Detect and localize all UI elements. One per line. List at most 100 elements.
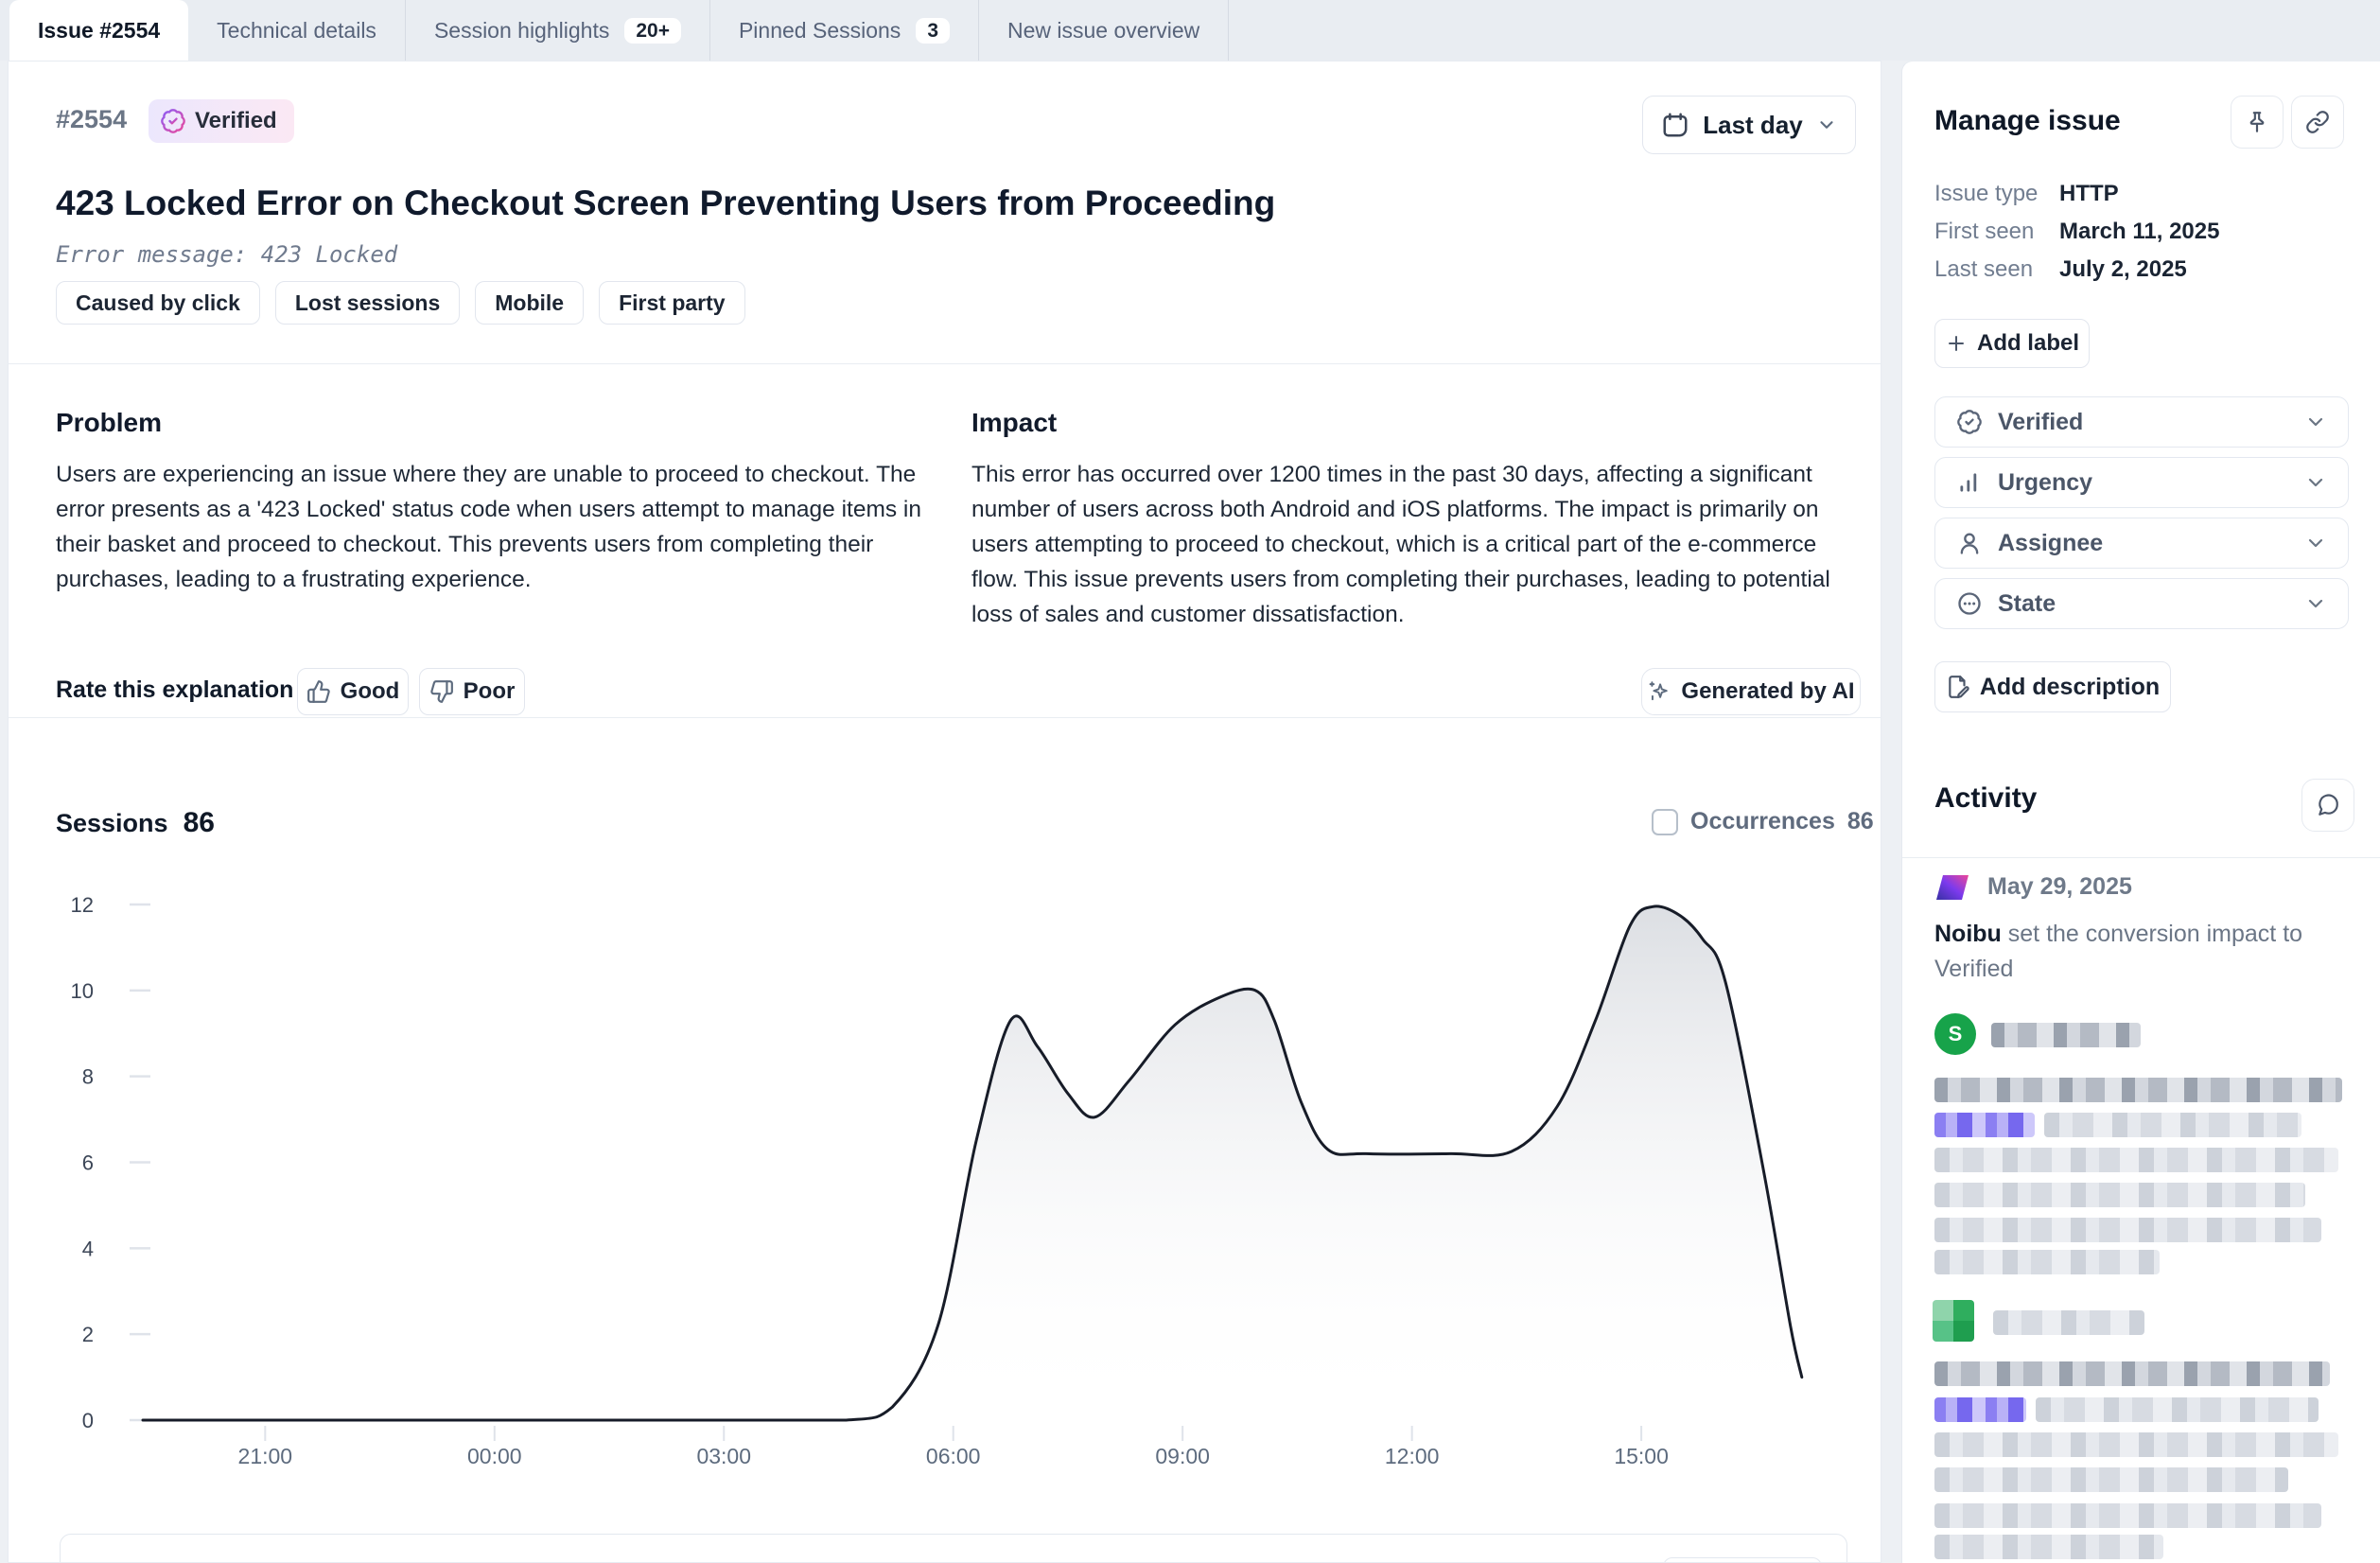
thumbs-down-icon [429,680,453,703]
svg-text:03:00: 03:00 [696,1444,751,1467]
copy-link-button[interactable] [2291,96,2344,149]
add-label-button[interactable]: Add label [1934,319,2090,368]
chevron-down-icon [2308,538,2323,548]
tab-issue[interactable]: Issue #2554 [9,0,189,61]
activity-event-actor: Noibu [1934,921,2002,947]
generated-by-ai-badge: Generated by AI [1641,668,1861,715]
chevron-down-icon [1820,121,1833,129]
conversion-impact-select[interactable]: Verified [1934,396,2349,448]
tab-technical-details[interactable]: Technical details [188,0,406,61]
svg-text:12: 12 [71,893,94,917]
svg-text:15:00: 15:00 [1614,1444,1669,1467]
svg-text:09:00: 09:00 [1155,1444,1210,1467]
sessions-label: Sessions [56,809,168,837]
svg-text:12:00: 12:00 [1385,1444,1440,1467]
redacted-comment-line [1934,1078,2351,1102]
file-pen-icon [1949,676,1969,698]
redacted-commenter-name [1993,1310,2144,1335]
section-divider [9,717,1881,718]
redacted-commenter-name [1991,1023,2141,1047]
next-section-button[interactable] [1663,1557,1822,1562]
svg-text:6: 6 [82,1151,94,1175]
chat-bubble-icon [2319,794,2338,816]
sessions-count: 86 [183,807,215,838]
rate-explanation-label: Rate this explanation [56,676,294,703]
error-message: Error message: 423 Locked [56,241,398,268]
pin-icon [2249,112,2265,132]
tag-first-party: First party [599,281,745,325]
svg-text:8: 8 [82,1065,94,1089]
add-comment-button[interactable] [2301,779,2354,832]
state-value: State [1998,589,2056,617]
redacted-comment-line [1934,1183,2351,1207]
badge-check-icon [1957,410,1982,434]
redacted-comment-line [1934,1218,2351,1242]
next-section-card [60,1534,1847,1562]
tag-caused-by-click: Caused by click [56,281,260,325]
first-seen-label: First seen [1934,219,2035,244]
time-range-dropdown[interactable]: Last day [1642,96,1856,154]
state-select[interactable]: State [1934,578,2349,629]
svg-text:2: 2 [82,1323,94,1346]
noibu-logo-icon [1936,875,1969,900]
verified-status-label: Verified [195,108,277,133]
tab-pinned-sessions-label: Pinned Sessions [738,17,901,43]
redacted-comment-line [1934,1503,2351,1528]
thumbs-up-icon [306,680,330,703]
section-divider [9,363,1881,364]
tab-issue-label: Issue #2554 [38,17,161,43]
last-seen-value: July 2, 2025 [2059,256,2187,282]
manage-issue-sidebar: Manage issue Issue type HTTP First seen … [1901,61,2380,1563]
urgency-value: Urgency [1998,468,2093,496]
tag-lost-sessions: Lost sessions [274,281,461,325]
rate-poor-label: Poor [463,678,516,704]
impact-heading: Impact [971,408,1058,437]
chevron-down-icon [2308,599,2323,608]
plus-icon [1948,336,1964,351]
issue-type-label: Issue type [1934,181,2039,206]
issue-tags: Caused by click Lost sessions Mobile Fir… [56,281,745,325]
occurrences-label: Occurrences [1690,808,1835,834]
occurrences-checkbox[interactable] [1652,808,1678,835]
user-icon [1960,533,1979,554]
urgency-select[interactable]: Urgency [1934,457,2349,508]
tab-session-highlights[interactable]: Session highlights 20+ [406,0,710,61]
svg-text:4: 4 [82,1237,94,1260]
sessions-chart: 0 2 4 6 8 10 12 21:00 00:00 03:00 06:00 09:00 12:00 1… [39,881,1874,1467]
rate-good-label: Good [340,678,400,704]
svg-text:00:00: 00:00 [467,1444,522,1467]
activity-event-date: May 29, 2025 [1987,873,2132,900]
rate-good-button[interactable]: Good [297,668,409,715]
time-range-label: Last day [1703,110,1803,139]
occurrences-toggle[interactable]: Occurrences 86 [1652,808,1874,835]
commenter-avatar: S [1934,1013,1976,1055]
assignee-value: Assignee [1998,529,2104,556]
pin-issue-button[interactable] [2231,96,2284,149]
status-circle-icon [1958,592,1981,615]
tab-pinned-sessions[interactable]: Pinned Sessions 3 [710,0,979,61]
svg-text:0: 0 [82,1409,94,1432]
calendar-icon [1663,113,1688,137]
assignee-select[interactable]: Assignee [1934,518,2349,569]
issue-type-value: HTTP [2059,181,2119,206]
verified-seal-icon [161,109,185,133]
rate-poor-button[interactable]: Poor [419,668,525,715]
sessions-area-chart: 0 2 4 6 8 10 12 21:00 00:00 03:00 06:00 09:00 12:00 1… [71,893,1804,1467]
issue-number: #2554 [56,105,128,133]
tab-new-issue-overview[interactable]: New issue overview [979,0,1230,61]
svg-text:21:00: 21:00 [238,1444,293,1467]
redacted-comment-line [1934,1113,2351,1137]
last-seen-label: Last seen [1934,256,2034,282]
chevron-down-icon [2308,478,2323,487]
problem-text: Users are experiencing an issue where th… [56,462,921,592]
add-label-text: Add label [1976,330,2079,356]
activity-divider [1902,857,2380,858]
tab-technical-details-label: Technical details [217,17,376,43]
add-description-button[interactable]: Add description [1934,661,2171,712]
tab-session-highlights-label: Session highlights [433,17,610,43]
manage-issue-heading: Manage issue [1934,105,2121,136]
add-description-text: Add description [1979,673,2161,700]
bar-chart-icon [1960,473,1977,492]
redacted-comment-line [1934,1397,2351,1422]
